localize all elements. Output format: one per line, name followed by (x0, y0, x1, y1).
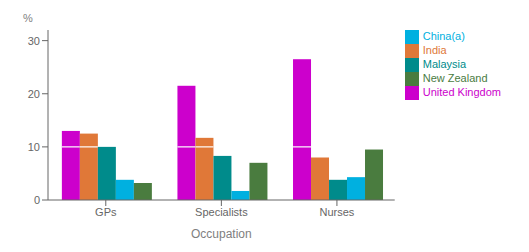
svg-text:10: 10 (28, 141, 40, 153)
svg-text:Nurses: Nurses (320, 206, 355, 218)
html-text:New Zealand: New Zealand (422, 72, 488, 85)
svg-text:0: 0 (34, 194, 40, 206)
svg-text:%: % (23, 12, 33, 24)
svg-text:Occupation: Occupation (191, 227, 252, 241)
html-text:United Kingdom: United Kingdom (422, 86, 501, 99)
html-text:India: India (422, 44, 447, 57)
svg-text:30: 30 (28, 35, 40, 47)
html-text:China(a): China(a) (422, 30, 465, 42)
svg-text:Specialists: Specialists (195, 206, 248, 218)
svg-text:GPs: GPs (95, 206, 117, 218)
svg-text:20: 20 (28, 88, 40, 100)
html-text:Malaysia: Malaysia (422, 58, 467, 71)
